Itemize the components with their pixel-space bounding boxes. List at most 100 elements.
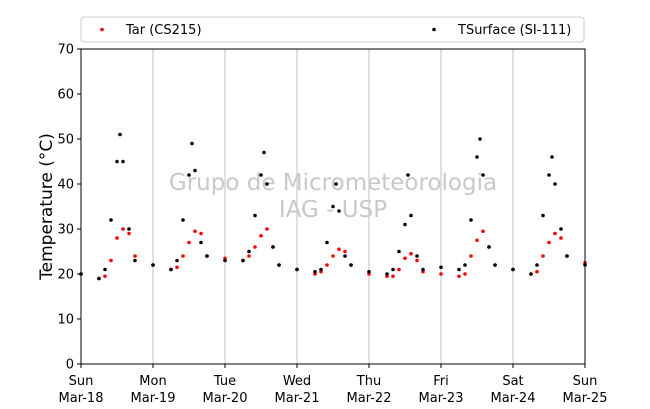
x-tick-day: Sat <box>502 374 523 389</box>
x-tick-date: Mar-18 <box>59 391 104 406</box>
data-point <box>187 240 191 245</box>
x-tick-date: Mar-21 <box>275 391 320 406</box>
data-point <box>175 265 179 270</box>
data-point <box>349 263 353 267</box>
data-point <box>223 258 227 263</box>
x-tick-date: Mar-20 <box>203 391 248 406</box>
data-point <box>127 231 131 236</box>
data-point <box>559 227 563 231</box>
data-point <box>553 231 557 236</box>
data-point <box>241 258 245 263</box>
data-point <box>397 267 401 272</box>
data-point <box>193 229 197 234</box>
x-axis: Sun Mar-18 Mon Mar-19 Tue Mar-20 Wed Mar-21 Thu M… <box>59 364 607 406</box>
y-tick-label: 30 <box>57 223 74 238</box>
data-point <box>118 132 122 137</box>
data-point <box>253 213 257 218</box>
data-point <box>457 274 461 279</box>
watermark-line-1: Grupo de Micrometeorologia <box>169 170 497 196</box>
data-point <box>187 173 191 177</box>
data-point <box>535 269 539 274</box>
data-point <box>190 141 194 146</box>
data-point <box>481 229 485 234</box>
data-point <box>181 218 185 222</box>
y-tick-label: 10 <box>57 313 74 328</box>
data-point <box>391 274 395 279</box>
legend-box <box>80 16 585 43</box>
legend-marker-tsurface <box>432 27 436 32</box>
data-point <box>481 173 485 177</box>
data-point <box>415 258 419 263</box>
x-tick-day: Sun <box>573 374 598 389</box>
x-tick-day: Wed <box>283 374 311 389</box>
data-point <box>133 254 137 258</box>
legend-marker-tar <box>100 27 104 32</box>
y-tick-label: 20 <box>57 268 74 283</box>
data-point <box>265 227 269 231</box>
data-point <box>262 150 266 155</box>
series-layer <box>79 132 587 281</box>
data-point <box>343 254 347 258</box>
data-point <box>541 254 545 258</box>
data-point <box>115 236 119 240</box>
data-point <box>103 267 107 272</box>
vertical-gridlines <box>152 49 514 364</box>
data-point <box>367 269 371 274</box>
data-point <box>337 209 341 213</box>
x-tick-day: Sun <box>69 374 94 389</box>
data-point <box>406 173 410 177</box>
x-tick-day: Tue <box>213 374 236 389</box>
data-point <box>319 267 323 272</box>
data-point <box>151 263 155 267</box>
data-point <box>181 254 185 258</box>
plot-frame <box>80 48 586 365</box>
data-point <box>403 222 407 227</box>
y-tick-label: 40 <box>57 178 74 193</box>
data-point <box>478 137 482 141</box>
data-point <box>331 254 335 258</box>
data-point <box>463 263 467 267</box>
x-tick-date: Mar-23 <box>419 391 464 406</box>
data-point <box>541 213 545 218</box>
data-point <box>403 256 407 261</box>
y-tick-label: 50 <box>57 133 74 148</box>
data-point <box>343 249 347 254</box>
data-point <box>559 236 563 240</box>
data-point <box>295 267 299 272</box>
data-point <box>271 245 275 249</box>
data-point <box>199 231 203 236</box>
series-tsurface <box>79 132 587 281</box>
data-point <box>463 272 467 276</box>
data-point <box>475 155 479 159</box>
data-point <box>565 254 569 258</box>
legend-label-tar: Tar (CS215) <box>125 23 202 38</box>
data-point <box>535 263 539 267</box>
data-point <box>169 267 173 272</box>
legend-label-tsurface: TSurface (SI-111) <box>457 23 571 38</box>
data-point <box>121 159 125 164</box>
data-point <box>550 155 554 159</box>
data-point <box>109 258 113 263</box>
data-point <box>331 204 335 209</box>
data-point <box>247 254 251 258</box>
data-point <box>265 182 269 186</box>
data-point <box>205 254 209 258</box>
data-point <box>457 267 461 272</box>
data-point <box>109 218 113 222</box>
data-point <box>277 263 281 267</box>
legend: Tar (CS215) TSurface (SI-111) <box>80 16 585 43</box>
data-point <box>439 265 443 270</box>
data-point <box>397 249 401 254</box>
data-point <box>247 249 251 254</box>
y-tick-label: 0 <box>66 358 74 373</box>
data-point <box>313 269 317 274</box>
y-tick-label: 60 <box>57 88 74 103</box>
data-point <box>133 258 137 263</box>
data-point <box>325 240 329 245</box>
x-tick-day: Mon <box>139 374 166 389</box>
data-point <box>121 227 125 231</box>
data-point <box>511 267 515 272</box>
data-point <box>391 267 395 272</box>
watermark-line-2: IAG - USP <box>279 197 387 223</box>
